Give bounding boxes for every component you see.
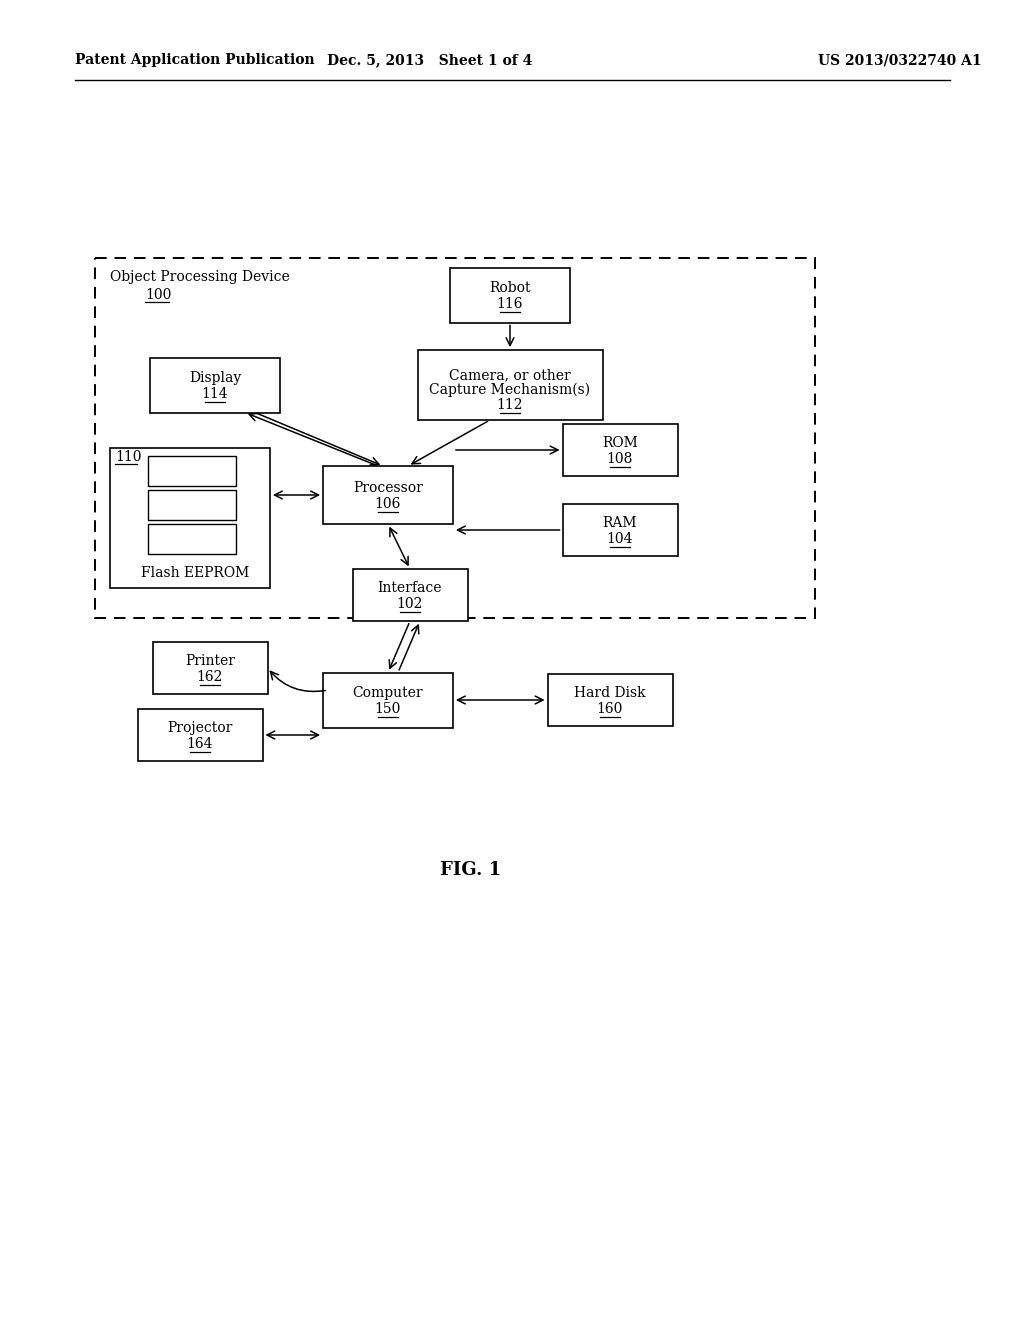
Text: 116: 116 [497,297,523,312]
Text: Hard Disk: Hard Disk [574,686,646,700]
Text: 104: 104 [607,532,633,546]
Text: 150: 150 [375,702,401,715]
Text: Patent Application Publication: Patent Application Publication [75,53,314,67]
Text: 102: 102 [397,597,423,611]
Text: Flash EEPROM: Flash EEPROM [141,566,249,579]
Bar [137,709,262,762]
Text: Computer: Computer [352,686,423,700]
Text: Processor: Processor [353,480,423,495]
Text: Camera, or other: Camera, or other [450,368,570,381]
Bar [323,466,453,524]
Text: RAM: RAM [603,516,637,531]
Text: 114: 114 [202,387,228,401]
Text: 108: 108 [607,451,633,466]
Text: Interface: Interface [378,581,442,595]
Bar [153,642,267,694]
Text: Projector: Projector [167,721,232,735]
Bar [148,455,236,486]
Bar [323,672,453,727]
Text: 160: 160 [597,702,624,715]
Bar [562,424,678,477]
Bar [562,504,678,556]
Text: Robot: Robot [489,281,530,294]
Text: Display: Display [188,371,241,385]
Bar [150,358,280,412]
Bar [148,524,236,554]
Text: 162: 162 [197,671,223,684]
Text: Object Processing Device: Object Processing Device [110,271,290,284]
Text: Capture Mechanism(s): Capture Mechanism(s) [429,383,591,397]
Text: Dec. 5, 2013   Sheet 1 of 4: Dec. 5, 2013 Sheet 1 of 4 [328,53,532,67]
Text: 106: 106 [375,498,401,511]
Bar [148,490,236,520]
Text: 112: 112 [497,399,523,412]
Bar [548,675,673,726]
Text: ROM: ROM [602,436,638,450]
Bar [352,569,468,620]
Bar [450,268,570,322]
Text: FIG. 1: FIG. 1 [440,861,502,879]
Bar [95,257,815,618]
Bar [418,350,602,420]
Bar [110,447,270,587]
Text: 164: 164 [186,737,213,751]
Text: 100: 100 [145,288,171,302]
Text: US 2013/0322740 A1: US 2013/0322740 A1 [818,53,982,67]
Text: 110: 110 [115,450,141,465]
Text: Printer: Printer [185,653,234,668]
